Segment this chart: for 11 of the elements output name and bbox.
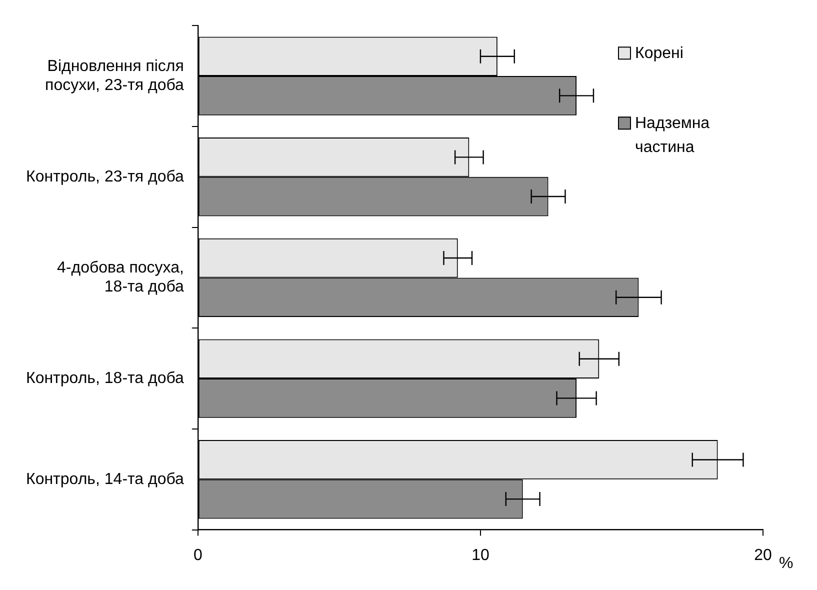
x-tick-label: 20 xyxy=(754,546,772,564)
legend-label: Корені xyxy=(635,45,684,62)
x-axis-title: % xyxy=(779,555,794,572)
y-tick-label: Контроль, 18-та доба xyxy=(26,370,184,387)
y-tick-label: Відновлення після посухи, 23-тя доба xyxy=(45,58,184,94)
y-tick-label: Контроль, 14-та доба xyxy=(26,470,184,488)
y-tick-label: 4-добова посуха, 18-та доба xyxy=(57,260,184,296)
x-tick-label: 10 xyxy=(472,546,490,564)
x-tick-label: 0 xyxy=(193,546,202,564)
y-tick-label: Контроль, 23-тя доба xyxy=(26,168,184,186)
legend-label: Надземна частина xyxy=(635,115,710,156)
